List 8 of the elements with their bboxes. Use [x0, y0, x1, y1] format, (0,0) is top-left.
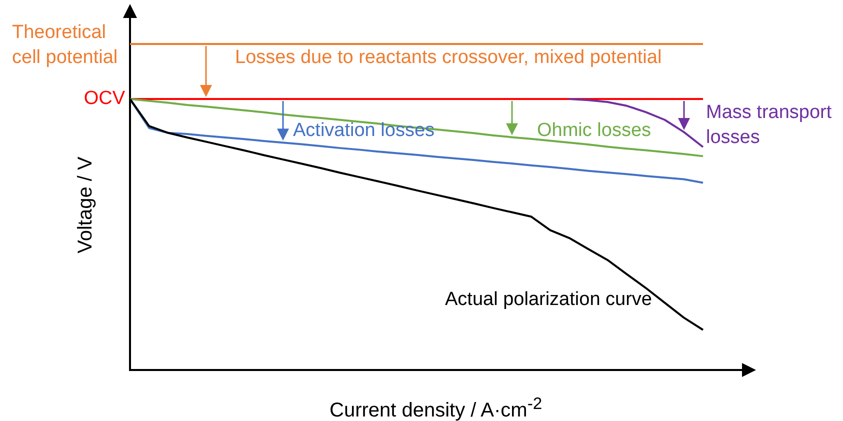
- y-axis-title: Voltage / V: [74, 156, 96, 254]
- ref-line-label: Theoretical cell potential: [12, 22, 118, 68]
- text: Losses due to reactants crossover, mixed potential: [235, 47, 662, 68]
- text: Mass transport losses: [706, 102, 832, 148]
- series-label: Actual polarization curve: [445, 289, 652, 310]
- annotation: Ohmic losses: [537, 120, 652, 142]
- x-axis-title: Current density / A·cm$^{-2}$: [330, 394, 542, 421]
- ref-line-label: OCV: [84, 88, 126, 110]
